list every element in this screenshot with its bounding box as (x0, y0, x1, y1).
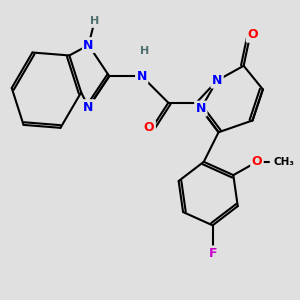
Text: O: O (247, 28, 258, 41)
Text: N: N (83, 101, 94, 114)
Text: O: O (144, 121, 154, 134)
Text: N: N (212, 74, 222, 87)
Text: CH₃: CH₃ (273, 157, 294, 167)
Text: F: F (208, 247, 217, 260)
Text: N: N (83, 39, 94, 52)
Text: O: O (252, 155, 262, 168)
Text: N: N (136, 70, 147, 83)
Text: H: H (140, 46, 149, 56)
Text: H: H (90, 16, 99, 26)
Text: N: N (196, 102, 206, 115)
